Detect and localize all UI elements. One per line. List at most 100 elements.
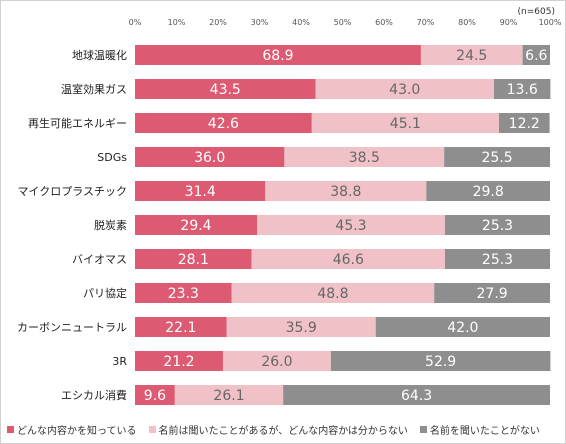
data-label: 42.6 [208,116,239,132]
x-tick-label: 30% [251,18,269,27]
stacked-bar-chart: 0% 10% 20% 30% 40% 50% 60% 70% 80% 90% 100% 地球温暖化温室… [17,18,562,405]
data-label: 12.2 [509,116,540,132]
legend-item-known: どんな内容かを知っている [7,422,137,437]
bar-segment [135,113,312,133]
data-label: 45.1 [390,116,421,132]
legend-label-known: どんな内容かを知っている [17,426,137,437]
data-label: 31.4 [185,184,216,200]
data-label: 28.1 [178,252,209,268]
bar-segment [135,283,232,303]
data-label: 43.0 [389,82,420,98]
bar-segment [174,385,284,405]
bar-segment [135,317,227,337]
bar-segment [135,215,258,235]
x-tick-label: 40% [292,18,310,27]
x-tick-label: 10% [168,18,186,27]
bar-segment [222,351,331,371]
category-label: カーボンニュートラル [17,321,127,334]
bar-segment [283,385,550,405]
x-tick-label: 60% [375,18,393,27]
x-tick-label: 0% [129,18,142,27]
data-label: 24.5 [456,48,487,64]
bar-segment [135,249,252,269]
data-label: 25.5 [482,150,513,166]
bar-segment [493,79,551,99]
data-label: 26.1 [213,388,244,404]
data-label: 42.0 [447,320,478,336]
category-label: SDGs [97,151,127,164]
bar-segment [311,113,499,133]
bar-segment [231,283,435,303]
bar-segment [444,147,550,167]
bar-segment [135,45,421,65]
x-tick-label: 70% [417,18,435,27]
data-label: 27.9 [477,286,508,302]
bar-segment [226,317,376,337]
data-label: 23.3 [168,286,199,302]
x-tick-label: 80% [458,18,476,27]
data-label: 46.6 [333,252,364,268]
bar-segment [135,181,266,201]
x-tick-label: 50% [334,18,352,27]
data-label: 22.1 [165,320,196,336]
legend-label-heard: 名前は聞いたことがあるが、どんな内容かは分からない [158,426,408,437]
data-label: 13.6 [507,82,538,98]
data-label: 64.3 [401,388,432,404]
bar-segment [498,113,550,133]
legend: どんな内容かを知っている 名前は聞いたことがあるが、どんな内容かは分からない 名… [7,422,540,437]
bar-segment [265,181,427,201]
data-label: 48.8 [317,286,348,302]
bar-segment [135,79,316,99]
bar-segment [257,215,446,235]
legend-label-never: 名前を聞いたことがない [429,426,540,437]
bar-segment [135,147,285,167]
bar-segment [135,351,223,371]
bar-segment [522,45,550,65]
category-label: バイオマス [72,253,127,266]
bar-segment [315,79,494,99]
category-label: 温室効果ガス [61,82,127,96]
bar-segment [330,351,551,371]
data-label: 21.2 [163,354,194,370]
category-label: パリ協定 [83,286,127,300]
bar-segment [375,317,550,337]
bar-segment [251,249,446,269]
data-label: 25.3 [482,252,513,268]
legend-swatch-never [419,426,427,433]
data-label: 38.8 [330,184,361,200]
bar-segment [434,283,550,303]
category-label: 再生可能エネルギー [28,116,127,130]
data-label: 52.9 [425,354,456,370]
data-label: 26.0 [261,354,292,370]
category-label: エシカル消費 [61,388,127,402]
sample-size-note: (n=605) [517,7,555,17]
legend-swatch-known [7,426,14,433]
bar-segment [426,181,550,201]
bar-segment [420,45,523,65]
data-label: 36.0 [194,150,225,166]
data-label: 45.3 [335,218,366,234]
bar-segment [135,385,175,405]
x-tick-label: 90% [500,18,518,27]
category-label: 3R [112,355,127,368]
data-label: 38.5 [349,150,380,166]
data-label: 29.8 [473,184,504,200]
category-label: 地球温暖化 [72,48,127,62]
data-label: 35.9 [286,320,317,336]
legend-item-never: 名前を聞いたことがない [419,422,540,437]
data-label: 68.9 [262,48,293,64]
legend-swatch-heard [148,426,156,433]
data-label: 29.4 [180,218,211,234]
legend-item-heard: 名前は聞いたことがあるが、どんな内容かは分からない [148,422,408,437]
data-label: 9.6 [144,388,166,404]
data-label: 6.6 [525,48,547,64]
bar-segment [445,249,550,269]
data-label: 43.5 [210,82,241,98]
category-label: 脱炭素 [94,218,127,232]
data-label: 25.3 [482,218,513,234]
x-tick-label: 20% [209,18,227,27]
category-label: マイクロプラスチック [17,185,127,198]
x-tick-label: 100% [539,18,562,27]
bar-segment [445,215,550,235]
